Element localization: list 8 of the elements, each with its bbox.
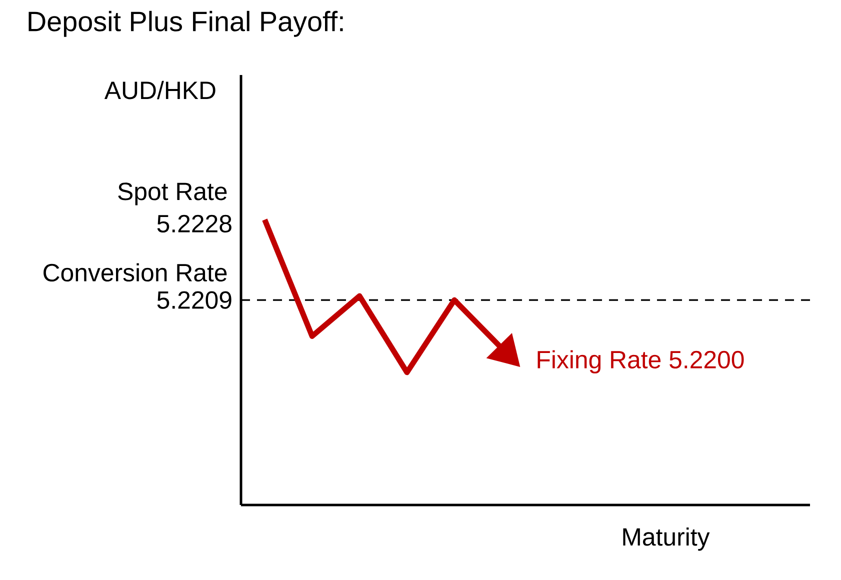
annotation: Fixing Rate 5.2200 [538,350,744,374]
y-tick-label: 5.2209 [157,291,232,309]
y-tick-label: 5.2228 [157,214,232,233]
text: Conversion Rate [44,263,227,282]
y-axis-title: AUD/HKD [104,80,216,100]
text: Spot Rate [118,182,227,206]
x-axis-title: Maturity [623,528,710,551]
chart-title: Deposit Plus Final Payoff: [28,10,343,37]
